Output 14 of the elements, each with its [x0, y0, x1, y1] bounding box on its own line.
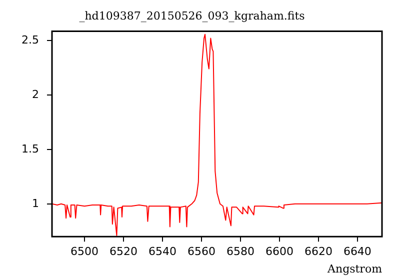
x-tick-label: 6620	[304, 245, 332, 258]
y-tick-label: 2	[32, 88, 39, 101]
x-tick-label: 6560	[188, 245, 216, 258]
x-tick-label: 6640	[343, 245, 372, 258]
y-tick-label: 1.5	[22, 142, 39, 156]
x-tick-label: 6520	[110, 245, 138, 258]
x-tick-label: 6580	[226, 245, 254, 258]
x-tick-label: 6600	[265, 245, 294, 258]
y-tick-label: 2.5	[22, 33, 39, 46]
x-tick-label: 6500	[70, 245, 99, 258]
chart-title: _hd109387_20150526_093_kgraham.fits	[79, 9, 306, 22]
x-axis-title: Angstrom	[326, 262, 383, 276]
x-tick-label: 6540	[148, 245, 177, 258]
y-tick-label: 1	[32, 196, 39, 210]
